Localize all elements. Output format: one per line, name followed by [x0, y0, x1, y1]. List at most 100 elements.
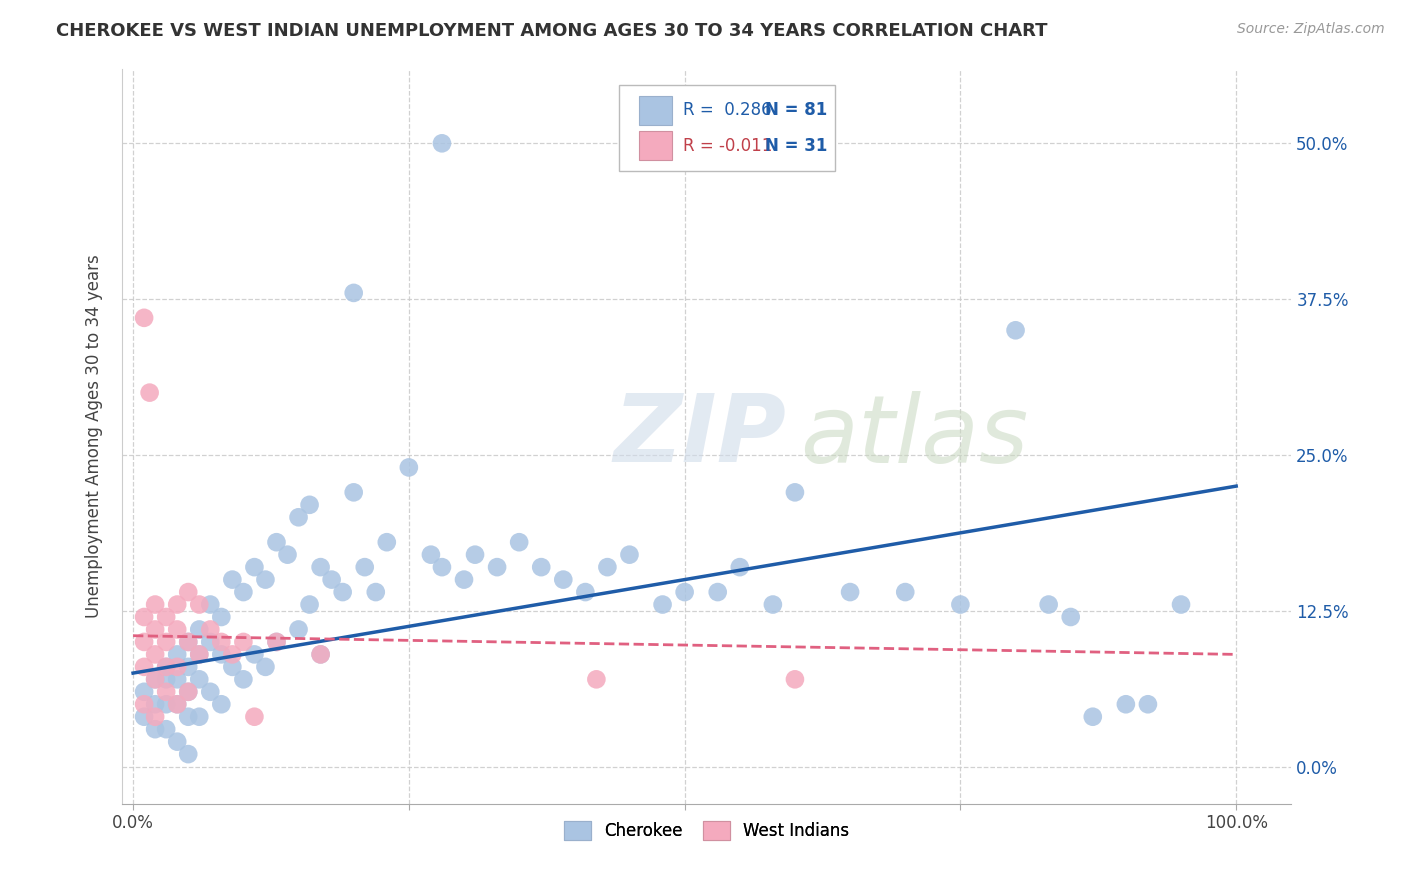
Point	[430, 136, 453, 151]
Point	[166, 698, 188, 712]
Point	[309, 560, 332, 574]
Text: N = 81: N = 81	[765, 102, 827, 120]
Point	[221, 573, 243, 587]
Point	[200, 685, 222, 699]
Point	[177, 660, 200, 674]
Point	[706, 585, 728, 599]
Point	[188, 673, 211, 687]
Point	[155, 673, 177, 687]
Point	[309, 648, 332, 662]
Point	[728, 560, 751, 574]
Point	[321, 573, 343, 587]
Point	[155, 635, 177, 649]
Point	[783, 485, 806, 500]
Point	[177, 747, 200, 761]
Text: atlas: atlas	[800, 391, 1028, 482]
Point	[1081, 710, 1104, 724]
Point	[155, 698, 177, 712]
Text: N = 31: N = 31	[765, 136, 828, 154]
Point	[949, 598, 972, 612]
Point	[254, 573, 277, 587]
Point	[209, 698, 232, 712]
Point	[508, 535, 530, 549]
Point	[243, 648, 266, 662]
Point	[166, 673, 188, 687]
Point	[343, 285, 366, 300]
Point	[894, 585, 917, 599]
Point	[143, 698, 166, 712]
Point	[332, 585, 354, 599]
Point	[232, 673, 254, 687]
Text: CHEROKEE VS WEST INDIAN UNEMPLOYMENT AMONG AGES 30 TO 34 YEARS CORRELATION CHART: CHEROKEE VS WEST INDIAN UNEMPLOYMENT AMO…	[56, 22, 1047, 40]
Point	[309, 648, 332, 662]
Point	[619, 548, 641, 562]
Point	[132, 310, 155, 325]
Point	[166, 698, 188, 712]
Point	[1115, 698, 1137, 712]
Point	[200, 635, 222, 649]
FancyBboxPatch shape	[638, 131, 672, 161]
Text: ZIP: ZIP	[613, 391, 786, 483]
Point	[132, 698, 155, 712]
Point	[132, 660, 155, 674]
Point	[177, 685, 200, 699]
Point	[553, 573, 575, 587]
Point	[200, 623, 222, 637]
Point	[1004, 323, 1026, 337]
Point	[155, 660, 177, 674]
Point	[254, 660, 277, 674]
Point	[132, 685, 155, 699]
Point	[200, 598, 222, 612]
Point	[353, 560, 375, 574]
Legend: Cherokee, West Indians: Cherokee, West Indians	[558, 814, 856, 847]
Point	[453, 573, 475, 587]
Point	[143, 673, 166, 687]
Point	[132, 710, 155, 724]
Point	[1136, 698, 1159, 712]
Point	[177, 585, 200, 599]
Point	[143, 710, 166, 724]
Point	[343, 485, 366, 500]
Point	[209, 648, 232, 662]
Point	[166, 648, 188, 662]
Point	[143, 623, 166, 637]
Point	[143, 648, 166, 662]
Point	[177, 635, 200, 649]
Point	[276, 548, 298, 562]
Text: R =  0.286: R = 0.286	[683, 102, 772, 120]
Point	[266, 535, 288, 549]
Point	[1170, 598, 1192, 612]
Point	[188, 598, 211, 612]
FancyBboxPatch shape	[619, 85, 835, 171]
Point	[430, 560, 453, 574]
Point	[188, 710, 211, 724]
Point	[209, 610, 232, 624]
Point	[243, 560, 266, 574]
Point	[287, 623, 309, 637]
Point	[464, 548, 486, 562]
Point	[155, 722, 177, 736]
Point	[155, 660, 177, 674]
Point	[188, 648, 211, 662]
Point	[177, 710, 200, 724]
Point	[266, 635, 288, 649]
Point	[166, 734, 188, 748]
Point	[132, 610, 155, 624]
Point	[375, 535, 398, 549]
Point	[530, 560, 553, 574]
Point	[155, 610, 177, 624]
Point	[419, 548, 441, 562]
Point	[839, 585, 862, 599]
Point	[166, 623, 188, 637]
Point	[177, 635, 200, 649]
Point	[783, 673, 806, 687]
Point	[364, 585, 387, 599]
Point	[221, 660, 243, 674]
Point	[143, 598, 166, 612]
Point	[232, 635, 254, 649]
Point	[143, 673, 166, 687]
Point	[486, 560, 509, 574]
Point	[298, 598, 321, 612]
Point	[762, 598, 785, 612]
Point	[298, 498, 321, 512]
